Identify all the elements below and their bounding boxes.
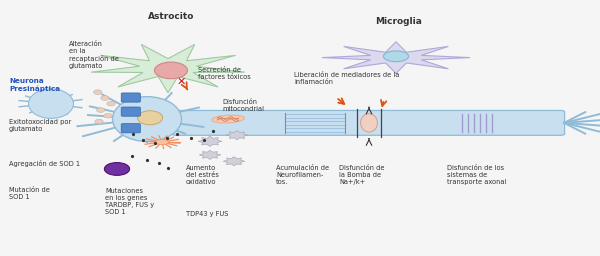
FancyBboxPatch shape	[172, 111, 565, 135]
Polygon shape	[226, 131, 248, 140]
Ellipse shape	[101, 96, 109, 100]
Ellipse shape	[137, 111, 163, 125]
Ellipse shape	[29, 89, 74, 118]
FancyBboxPatch shape	[121, 107, 140, 116]
Text: Disfunción de
la Bomba de
Na+/k+: Disfunción de la Bomba de Na+/k+	[339, 165, 385, 185]
Ellipse shape	[212, 115, 244, 123]
Text: TDP43 y FUS: TDP43 y FUS	[186, 211, 229, 217]
Text: Liberación de mediadores de la
inflamación: Liberación de mediadores de la inflamaci…	[294, 72, 400, 85]
Ellipse shape	[104, 113, 112, 118]
Text: Disfunción de los
sistemas de
transporte axonal: Disfunción de los sistemas de transporte…	[447, 165, 506, 185]
Text: Disfunción
mitocondrial: Disfunción mitocondrial	[222, 99, 264, 112]
Text: Mutación de
SOD 1: Mutación de SOD 1	[9, 187, 50, 200]
Text: Astrocito: Astrocito	[148, 12, 194, 20]
Ellipse shape	[104, 163, 130, 175]
Text: Exitotoxocidad por
glutamato: Exitotoxocidad por glutamato	[9, 119, 71, 132]
Ellipse shape	[113, 97, 182, 141]
Ellipse shape	[97, 108, 105, 112]
Polygon shape	[198, 136, 222, 146]
FancyBboxPatch shape	[121, 124, 140, 133]
Polygon shape	[199, 150, 221, 159]
Ellipse shape	[155, 140, 169, 145]
Ellipse shape	[95, 119, 103, 124]
Text: Neurona
Presináptica: Neurona Presináptica	[9, 78, 60, 92]
Text: Secreción de
factores tóxicos: Secreción de factores tóxicos	[198, 67, 251, 80]
Polygon shape	[223, 157, 245, 166]
Ellipse shape	[383, 51, 409, 62]
Ellipse shape	[361, 114, 377, 132]
Polygon shape	[322, 42, 470, 73]
Text: Acumulación de
Neurofilamen-
tos.: Acumulación de Neurofilamen- tos.	[276, 165, 329, 185]
Ellipse shape	[155, 62, 188, 79]
Text: Alteración
en la
recaptación de
glutamato: Alteración en la recaptación de glutamat…	[69, 41, 119, 69]
Text: Aumento
del estrés
oxidativo: Aumento del estrés oxidativo	[186, 165, 219, 185]
Text: ✕: ✕	[176, 77, 186, 87]
Text: Microglia: Microglia	[376, 17, 422, 26]
Polygon shape	[91, 44, 245, 93]
FancyBboxPatch shape	[121, 93, 140, 102]
Text: ~~~~: ~~~~	[216, 116, 240, 122]
Text: Agregación de SOD 1: Agregación de SOD 1	[9, 160, 80, 167]
Ellipse shape	[94, 90, 102, 94]
Ellipse shape	[107, 101, 115, 106]
Text: Mutaciones
en los genes
TARDBP, FUS y
SOD 1: Mutaciones en los genes TARDBP, FUS y SO…	[105, 188, 154, 215]
